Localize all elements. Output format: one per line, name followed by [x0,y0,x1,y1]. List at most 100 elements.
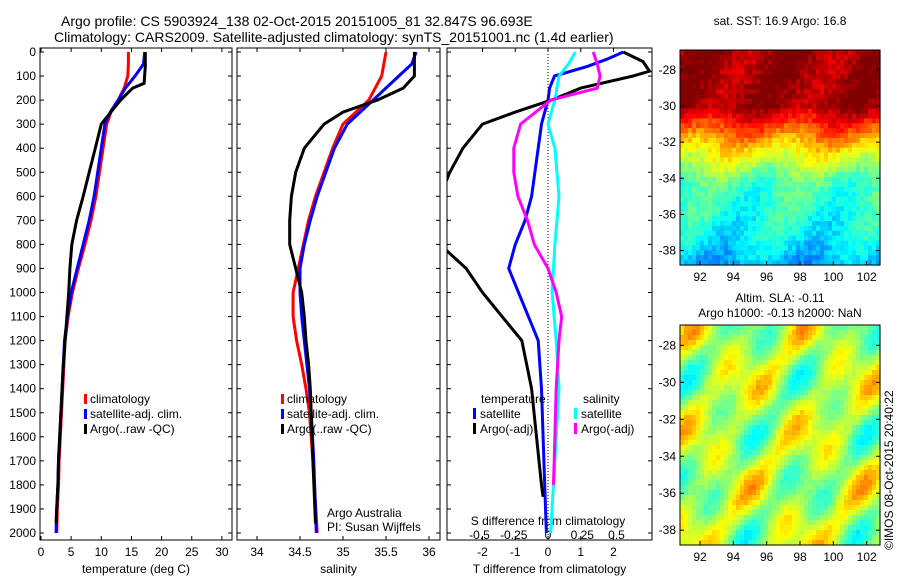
map-cell [680,410,685,416]
map-cell [696,240,701,247]
map-cell [848,108,853,115]
map-cell [732,485,737,491]
map-cell [692,445,697,451]
legend-swatch [281,394,284,404]
map-cell [716,181,721,188]
map-cell [868,93,873,100]
map-cell [744,221,749,227]
map-cell [788,330,793,336]
map-cell [736,74,741,80]
map-cell [868,108,873,115]
map-cell [808,191,813,198]
map-cell [776,400,781,406]
map-cell [748,245,753,251]
map-cell [704,410,709,416]
map-cell [688,123,693,129]
map-cell [804,490,809,496]
map-cell [836,93,841,100]
map-cell [780,152,785,159]
map-cell [684,330,689,336]
map-cell [696,201,701,207]
map-cell [740,445,745,451]
map-cell [868,450,873,456]
map-cell [736,211,741,217]
map-cell [832,345,837,351]
map-cell [772,79,777,85]
map-cell [808,133,813,139]
map-cell [848,137,853,144]
map-cell [708,465,713,471]
map-cell [848,540,853,546]
map-frame [679,324,881,546]
map-cell [828,330,833,336]
map-cell [720,345,725,351]
map-cell [680,365,685,371]
map-cell [740,360,745,366]
map-cell [816,510,821,516]
map-cell [720,400,725,406]
map-cell [724,50,729,56]
map-cell [768,340,773,346]
map-cell [856,250,861,256]
map-cell [804,177,809,183]
map-cell [704,415,709,421]
map-cell [712,325,717,331]
map-cell [828,186,833,193]
map-cell [744,510,749,516]
map-cell [768,84,773,90]
map-cell [800,415,805,421]
map-cell [848,221,853,227]
map-cell [708,167,713,173]
map-cell [800,325,805,331]
map-cell [828,490,833,496]
map-cell [836,211,841,217]
map-cell [768,133,773,139]
map-cell [804,370,809,376]
map-cell [796,167,801,173]
map-cell [776,335,781,341]
map-cell [816,480,821,486]
map-cell [836,385,841,391]
map-cell [836,137,841,144]
map-cell [700,186,705,193]
map-cell [712,250,717,256]
map-cell [824,425,829,431]
map-cell [692,540,697,546]
map-cell [808,415,813,421]
map-cell [680,330,685,336]
map-cell [828,360,833,366]
map-cell [876,133,881,139]
map-cell [804,93,809,100]
map-cell [872,147,877,154]
map-cell [860,480,865,486]
legend-label: Argo(-adj) [581,422,634,436]
map-cell [840,390,845,396]
map-cell [768,455,773,461]
series-line-argo-raw-qc- [288,52,416,524]
map-cell [832,355,837,361]
map-cell [764,201,769,207]
map-cell [852,425,857,431]
map-cell [780,186,785,193]
map-cell [780,260,785,266]
map-cell [684,64,689,71]
map-cell [712,505,717,511]
map-cell [844,470,849,476]
map-cell [788,425,793,431]
map-cell [864,455,869,461]
map-cell [684,108,689,115]
map-cell [844,415,849,421]
map-cell [792,186,797,193]
map-cell [768,64,773,71]
map-cell [728,370,733,376]
map-cell [744,360,749,366]
map-cell [828,69,833,76]
map-cell [832,147,837,154]
map-cell [776,74,781,80]
map-cell [768,490,773,496]
map-cell [780,340,785,346]
map-cell [792,420,797,426]
map-cell [720,495,725,501]
map-cell [860,177,865,183]
map-cell [764,370,769,376]
